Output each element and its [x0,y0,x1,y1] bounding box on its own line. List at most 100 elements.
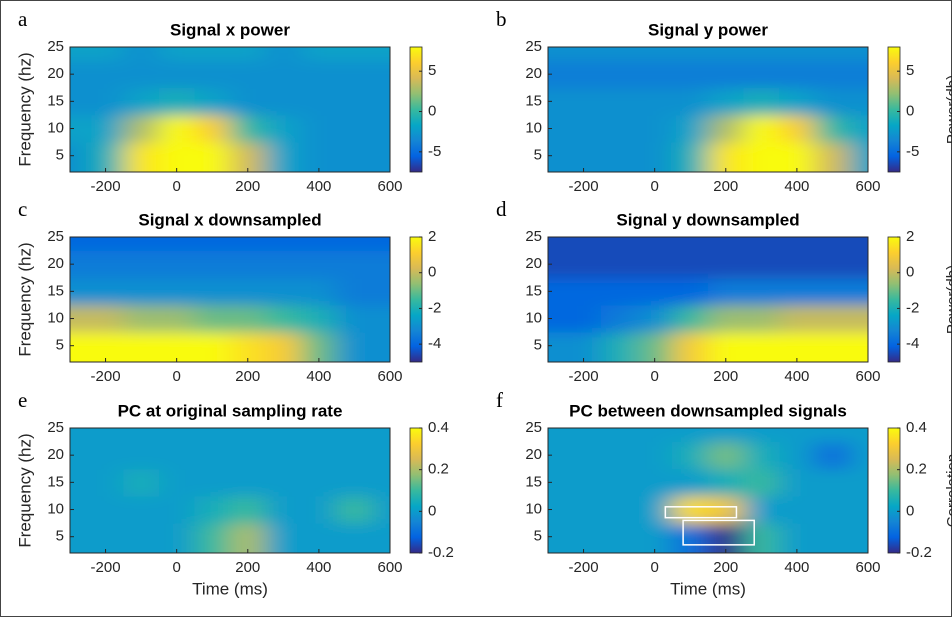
heatmap-cell [123,428,160,443]
highlight-box [664,506,738,519]
heatmap-cell [265,523,302,553]
heatmap-cell [336,468,373,497]
heatmap-cell [708,237,745,252]
x-tick-label: -200 [569,559,599,576]
heatmap-cell [230,468,267,497]
heatmap-cell [708,428,745,443]
heatmap-cell [336,332,373,362]
y-axis-label: Frequency (hz) [15,242,34,356]
heatmap-cell [743,428,780,443]
colorbar-tick-label: 0 [906,264,914,281]
heatmap-cell [70,332,89,362]
heatmap-cell [372,277,390,306]
colorbar-tick-label: 2 [428,228,436,245]
heatmap-cell [301,60,338,89]
plot-area [70,237,390,362]
heatmap-cell [123,332,160,362]
y-tick-label: 10 [525,309,542,326]
heatmap-cell [850,237,868,252]
heatmap-cell [372,495,390,524]
heatmap-cell [814,332,851,362]
heatmap-cell [158,332,195,362]
colorbar [409,236,423,363]
colorbar-tick-label: -2 [906,299,919,316]
axes-box [69,427,391,554]
x-tick-label: 400 [784,368,809,385]
heatmap-cell [601,114,638,143]
x-tick-label: -200 [91,559,121,576]
heatmap-cell [565,114,602,143]
heatmap-cell [672,441,709,470]
x-tick-label: 400 [306,559,331,576]
heatmap-cell [548,60,567,89]
heatmap-cell [779,523,816,553]
heatmap-cell [672,250,709,279]
heatmap [548,237,868,362]
colorbar-tick-label: 0.2 [428,461,449,478]
heatmap-cell [708,441,745,470]
y-tick-label: 20 [525,255,542,272]
y-tick-label: 5 [56,528,64,545]
heatmap-cell [301,332,338,362]
heatmap-cell [565,237,602,252]
heatmap-cell [814,468,851,497]
colorbar-tick-label: -0.2 [906,544,932,561]
x-tick-label: 200 [713,559,738,576]
heatmap-cell [814,87,851,116]
heatmap-cell [708,47,745,62]
heatmap-cell [565,60,602,89]
y-tick-label: 20 [525,65,542,82]
heatmap-cell [636,523,673,553]
heatmap-cell [850,304,868,333]
heatmap-cell [814,47,851,62]
heatmap-cell [336,47,373,62]
heatmap-cell [850,47,868,62]
heatmap-cell [158,304,195,333]
heatmap-cell [548,114,567,143]
heatmap-cell [779,468,816,497]
heatmap-cell [158,237,195,252]
heatmap-cell [265,277,302,306]
heatmap-cell [672,495,709,524]
plot-area [548,47,868,172]
heatmap-cell [336,250,373,279]
heatmap-cell [708,114,745,143]
y-tick-label: 25 [525,228,542,245]
heatmap-cell [265,428,302,443]
heatmap-cell [814,523,851,553]
plot-area [548,428,868,553]
heatmap-cell [301,277,338,306]
heatmap-cell [194,250,231,279]
axes-box [69,46,391,173]
heatmap-cell [158,250,195,279]
heatmap-cell [336,60,373,89]
heatmap-cell [265,332,302,362]
colorbar-label: Correlation [944,454,952,527]
y-axis-label: Frequency (hz) [15,433,34,547]
colorbar-tick-label: 0.4 [906,419,927,436]
colorbar-label: Power(db) [944,265,952,334]
heatmap-cell [123,495,160,524]
heatmap-cell [158,441,195,470]
heatmap-cell [301,114,338,143]
heatmap-cell [123,237,160,252]
heatmap-cell [672,277,709,306]
heatmap-cell [779,441,816,470]
heatmap-cell [814,277,851,306]
heatmap-cell [814,495,851,524]
colorbar-tick-label: -5 [428,143,441,160]
heatmap-cell [779,250,816,279]
colorbar-tick-label: -5 [906,143,919,160]
axes-box [547,46,869,173]
y-tick-label: 20 [525,446,542,463]
heatmap-cell [814,142,851,172]
y-tick-label: 15 [525,282,542,299]
heatmap-cell [814,304,851,333]
heatmap-cell [265,47,302,62]
heatmap-cell [372,332,390,362]
x-tick-label: 400 [784,178,809,195]
heatmap-cell [194,47,231,62]
heatmap-cell [548,523,567,553]
heatmap-cell [123,60,160,89]
heatmap-cell [70,250,89,279]
